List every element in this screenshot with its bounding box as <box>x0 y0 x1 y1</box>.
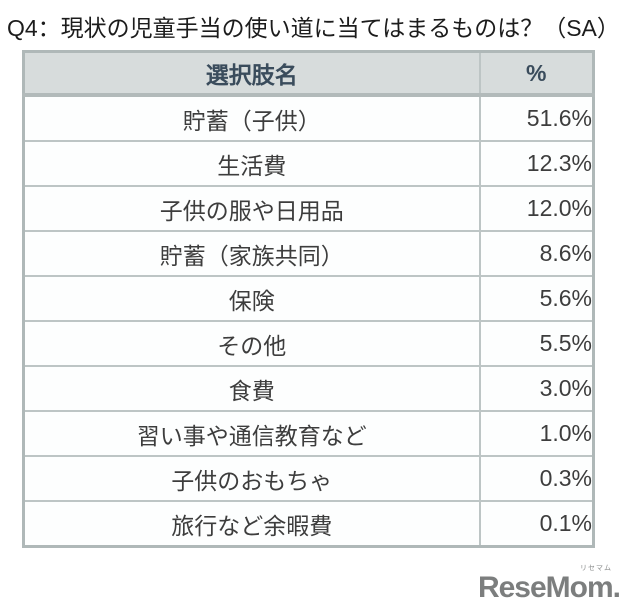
table-header-row: 選択肢名 % <box>22 50 595 97</box>
table-row: 保険 5.6% <box>22 275 595 322</box>
resemom-logo: リセマム ReseMom. <box>477 565 621 604</box>
choice-label: 生活費 <box>22 140 481 187</box>
table-row: 貯蓄（家族共同） 8.6% <box>22 230 595 277</box>
resemom-logo-ruby: リセマム <box>580 565 612 572</box>
choice-label: 習い事や通信教育など <box>22 410 481 457</box>
choice-label: 保険 <box>22 275 481 322</box>
survey-results-table: 選択肢名 % 貯蓄（子供） 51.6% 生活費 12.3% 子供の服や日用品 1… <box>22 50 595 548</box>
table-row: 貯蓄（子供） 51.6% <box>22 94 595 142</box>
choice-percent: 3.0% <box>478 365 595 412</box>
table-row: 子供のおもちゃ 0.3% <box>22 455 595 502</box>
choice-percent: 0.3% <box>478 455 595 502</box>
choice-label: 貯蓄（家族共同） <box>22 230 481 277</box>
choice-percent: 12.3% <box>478 140 595 187</box>
choice-percent: 0.1% <box>478 500 595 548</box>
question-title: Q4：現状の児童手当の使い道に当てはまるものは？（SA） <box>7 15 620 41</box>
choice-percent: 51.6% <box>478 94 595 142</box>
choice-percent: 12.0% <box>478 185 595 232</box>
choice-label: 子供の服や日用品 <box>22 185 481 232</box>
column-header-percent: % <box>478 50 595 97</box>
table-row: 生活費 12.3% <box>22 140 595 187</box>
choice-percent: 8.6% <box>478 230 595 277</box>
table-row: 習い事や通信教育など 1.0% <box>22 410 595 457</box>
choice-percent: 5.6% <box>478 275 595 322</box>
table-row: 旅行など余暇費 0.1% <box>22 500 595 548</box>
resemom-logo-text: ReseMom. <box>477 571 621 604</box>
table-row: 子供の服や日用品 12.0% <box>22 185 595 232</box>
choice-percent: 1.0% <box>478 410 595 457</box>
choice-label: 貯蓄（子供） <box>22 94 481 142</box>
choice-percent: 5.5% <box>478 320 595 367</box>
choice-label: その他 <box>22 320 481 367</box>
choice-label: 子供のおもちゃ <box>22 455 481 502</box>
table-row: 食費 3.0% <box>22 365 595 412</box>
column-header-choice: 選択肢名 <box>22 50 481 97</box>
choice-label: 旅行など余暇費 <box>22 500 481 548</box>
table-row: その他 5.5% <box>22 320 595 367</box>
choice-label: 食費 <box>22 365 481 412</box>
